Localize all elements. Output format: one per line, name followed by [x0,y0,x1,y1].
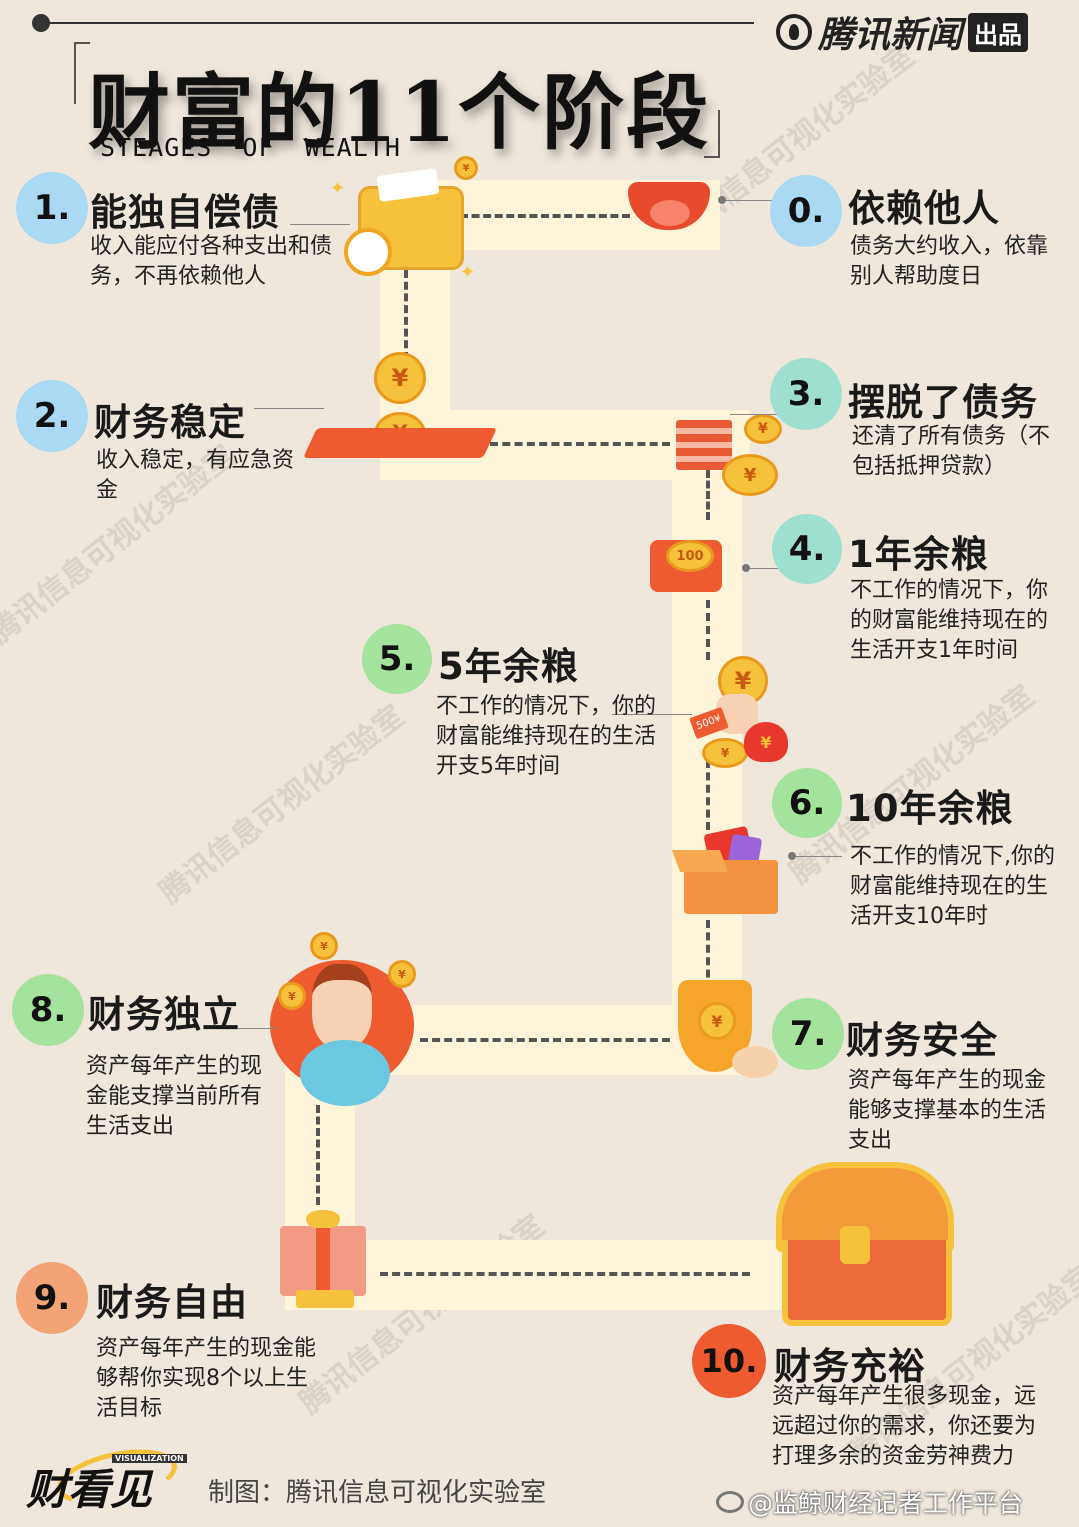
stage-title: 摆脱了债务 [848,381,1038,424]
stage-description: 不工作的情况下，你的财富能维持现在的生活开支5年时间 [436,694,657,779]
stage-title: 5年余粮 [438,645,579,688]
stage-number-badge: 4. [772,514,842,584]
tencent-news-logo: 腾讯新闻 出品 [776,6,1029,58]
stage-number-badge: 2. [16,380,88,452]
stage-title: 1年余粮 [848,533,989,576]
coin-icon: ¥ [744,414,782,444]
leader-line [254,408,324,409]
footer-weibo-handle: @监鲸财经记者工作平台 [748,1489,1024,1518]
leader-line [722,200,782,201]
tencent-logo-icon [776,14,812,50]
footer-credit: 制图：腾讯信息可视化实验室 [208,1478,547,1508]
clock-icon [344,228,392,276]
stage-title: 财务自由 [96,1281,248,1324]
stage-description: 资产每年产生的现金能支撑当前所有生活支出 [86,1054,263,1139]
title-bracket-right [704,110,720,158]
leader-line [730,414,780,415]
title-bracket-left [74,42,90,104]
stage-number-badge: 3. [770,358,842,430]
coin-icon: ¥ [374,352,426,404]
stage-title: 能独自偿债 [90,191,280,234]
leader-line [238,1028,278,1029]
coin-icon: ¥ [310,932,338,960]
stage-description: 还清了所有债务（不包括抵押贷款） [852,424,1051,479]
money-bag-icon: ¥ [744,722,788,762]
stage-number-badge: 1. [16,172,88,244]
route-dash [380,1272,750,1276]
route-dash [420,1038,670,1042]
stage-title: 依赖他人 [848,187,1000,230]
page-subtitle: STEAGES OF WEALTH [100,133,401,162]
stage-number-badge: 7. [772,998,844,1070]
leader-line [290,224,350,225]
brand-name: 腾讯新闻 [818,15,963,56]
leader-line [796,856,842,857]
stage-description: 收入能应付各种支出和债务，不再依赖他人 [90,234,333,289]
gift-box-icon [316,1226,330,1296]
route-dash [490,442,670,446]
route-dash [404,270,408,360]
stage-number-badge: 9. [16,1262,88,1334]
sparkle-icon: ✦ [460,262,476,283]
sparkle-icon: ✦ [330,178,346,199]
stage-description: 资产每年产生很多现金，远远超过你的需求，你还要为打理多余的资金劳神费力 [772,1384,1037,1469]
stage-title: 财务稳定 [94,401,246,444]
coin-icon: ¥ [722,454,778,496]
route-dash [706,600,710,660]
stage-title: 财务安全 [846,1019,998,1062]
leader-dot [718,196,726,204]
stage-number-badge: 8. [12,974,84,1046]
leader-line [748,568,792,569]
stage-number-badge: 0. [770,175,842,247]
stage-description: 资产每年产生的现金能够帮你实现8个以上生活目标 [96,1336,317,1421]
coin-icon: ¥ [702,738,748,768]
stage-description: 收入稳定，有应急资金 [96,448,295,503]
leader-dot [742,564,750,572]
piggy-bank-icon [732,1046,778,1078]
stage-title: 财务充裕 [774,1345,926,1388]
coin-icon: ¥ [454,156,478,180]
stage-number-badge: 6. [772,768,842,838]
stage-description: 债务大约收入，依靠别人帮助度日 [850,234,1049,289]
coin-icon: 100 [666,540,714,572]
leader-dot [788,852,796,860]
stage-description: 资产每年产生的现金能够支撑基本的生活支出 [848,1068,1047,1153]
person-face-icon [312,964,372,1048]
ledger-icon [676,420,732,470]
tray-icon [303,428,497,458]
piggy-bank-icon [300,1040,390,1106]
stage-description: 不工作的情况下,你的财富能维持现在的生活开支10年时 [850,844,1055,929]
brand-badge: 出品 [968,12,1029,52]
stage-description: 不工作的情况下，你的财富能维持现在的生活开支1年时间 [850,578,1049,663]
gold-ingot-icon [306,1210,340,1228]
footer-weibo: @监鲸财经记者工作平台 [716,1484,1023,1520]
stage-title: 财务独立 [88,993,240,1036]
route-dash [706,920,710,990]
stage-title: 10年余粮 [846,787,1014,830]
stage-number-badge: 10. [692,1324,766,1398]
weibo-icon [716,1491,744,1513]
footer-logo: 财看见 VISUALIZATION [26,1439,187,1515]
route-dash [316,1105,320,1205]
lock-icon [840,1226,870,1264]
box-icon [671,850,729,872]
coin-icon: ¥ [388,960,416,988]
red-envelope-icon [650,200,690,226]
gold-bar-icon [296,1290,354,1308]
header-dot [32,14,50,32]
footer-logo-sub: VISUALIZATION [112,1454,187,1463]
route-dash [706,760,710,830]
stage-number-badge: 5. [362,624,432,694]
coin-icon: ¥ [698,1002,736,1040]
watermark: 腾讯信息可视化实验室 [153,698,412,911]
header-line [34,22,754,24]
leader-line [612,714,692,715]
page-title: 财富的11个阶段 [88,65,711,161]
route-dash [460,214,630,218]
footer-logo-text: 财看见 [26,1465,153,1514]
route-dash [706,470,710,520]
coin-icon: ¥ [278,982,306,1010]
